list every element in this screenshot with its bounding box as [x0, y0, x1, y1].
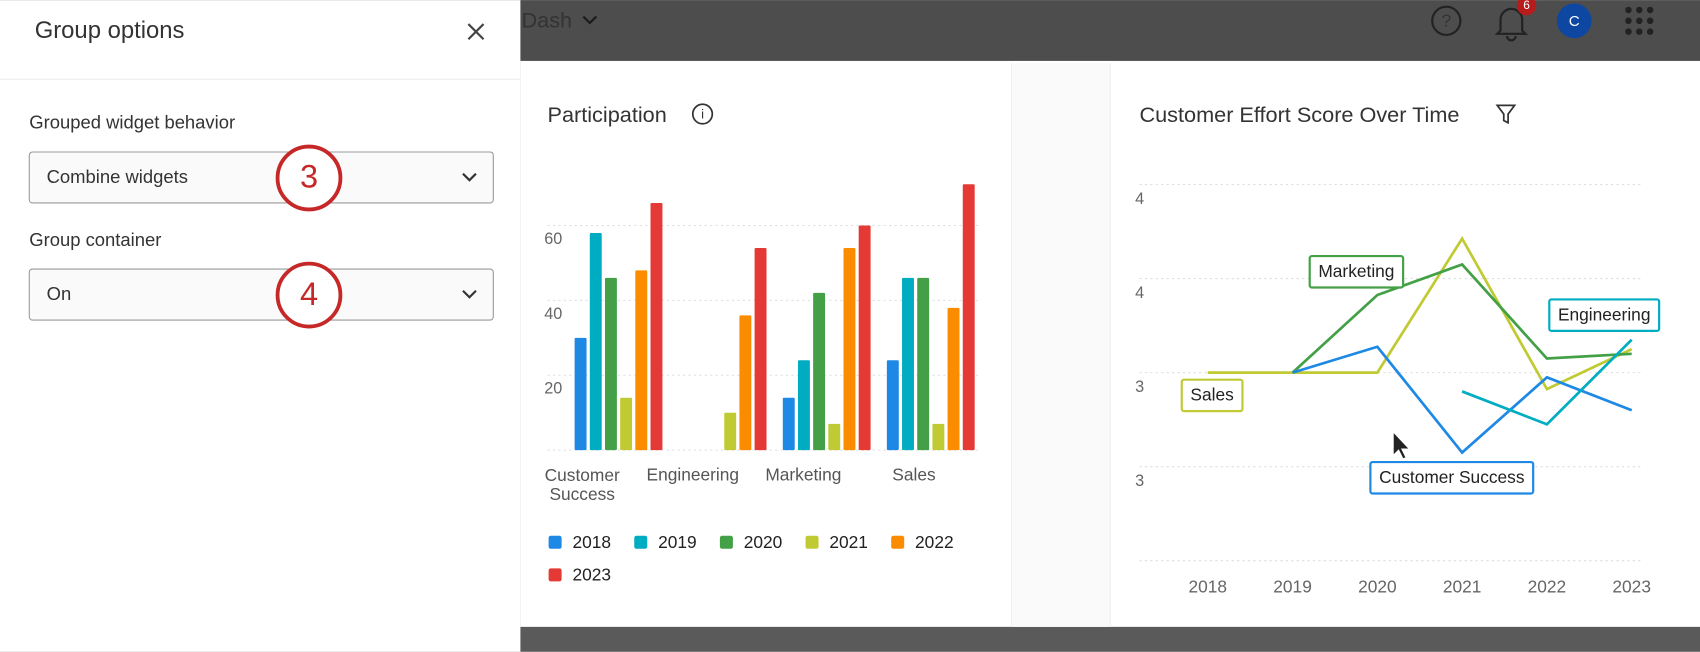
select[interactable] — [28, 268, 494, 321]
y-tick-label: 3 — [1135, 472, 1144, 490]
bar — [886, 360, 899, 451]
side-panel — [0, 0, 521, 652]
bell-icon[interactable] — [1494, 7, 1529, 42]
legend-swatch — [719, 535, 733, 549]
series-label-box — [1548, 298, 1661, 332]
bar — [813, 292, 826, 451]
bar — [932, 423, 945, 451]
top-bar — [520, 0, 1700, 61]
x-tick-label: 2022 — [1528, 576, 1567, 596]
bar-chart: 20 40 60 Customer Success Engineering Marketin… — [544, 184, 982, 584]
field-label: Grouped widget behavior — [29, 112, 235, 133]
select-value: Combine widgets — [47, 166, 188, 187]
bar — [754, 247, 767, 451]
x-tick-label: Sales — [892, 465, 936, 485]
filter-icon[interactable] — [1495, 104, 1517, 125]
bar — [635, 270, 648, 451]
x-tick-label: Marketing — [765, 465, 841, 485]
close-button[interactable] — [467, 23, 485, 41]
apps-icon[interactable] — [1625, 6, 1654, 35]
dashboard-name[interactable]: Dash — [521, 8, 572, 33]
line-series — [1291, 262, 1632, 374]
select[interactable] — [28, 151, 494, 204]
bar — [858, 225, 871, 451]
legend-label: 2021 — [829, 532, 868, 552]
legend-label: 2020 — [744, 532, 783, 552]
x-tick-label: 2023 — [1612, 576, 1651, 596]
y-tick-label: 4 — [1135, 284, 1144, 302]
bar — [604, 277, 617, 451]
step-number: 4 — [300, 276, 318, 312]
series-label-box — [1308, 254, 1405, 289]
bar — [828, 423, 841, 451]
legend-label: 2022 — [915, 532, 954, 552]
legend-label: 2019 — [658, 532, 697, 552]
step-callout — [275, 144, 343, 212]
bar — [962, 184, 975, 451]
bar — [724, 412, 737, 451]
bar — [843, 247, 856, 451]
series-label-box — [1369, 460, 1535, 495]
avatar[interactable] — [1556, 3, 1592, 39]
select-caret — [462, 172, 477, 182]
series-label: Sales — [1190, 385, 1234, 405]
line-chart: 4 4 3 3 2018 2019 2020 2021 2022 2023 Sales Marketi… — [1135, 183, 1661, 596]
chart-title: Customer Effort Score Over Time — [1139, 102, 1459, 127]
cursor — [1392, 430, 1411, 460]
x-tick-label: 2020 — [1358, 576, 1397, 596]
legend-swatch — [891, 535, 905, 549]
panel-title: Group options — [35, 17, 185, 44]
bar — [650, 203, 663, 451]
legend-swatch — [805, 535, 819, 549]
y-tick-label: 3 — [1135, 378, 1144, 396]
x-tick-label: Customer Success — [545, 465, 620, 504]
series-label: Engineering — [1558, 304, 1651, 324]
legend-label: 2018 — [572, 532, 611, 552]
info-icon[interactable] — [691, 103, 714, 125]
bar — [589, 232, 602, 451]
bar — [782, 397, 795, 451]
dropdown-caret — [582, 15, 598, 25]
avatar-letter: C — [1569, 13, 1580, 30]
chart-title: Participation — [548, 102, 667, 127]
gap — [1012, 63, 1111, 627]
series-label: Customer Success — [1379, 467, 1525, 487]
x-tick-label: Engineering — [647, 465, 739, 485]
y-tick-label: 4 — [1135, 190, 1144, 208]
select-caret — [462, 289, 477, 299]
line-series — [1292, 345, 1633, 455]
field-label: Group container — [29, 229, 161, 250]
select-value: On — [47, 283, 72, 304]
step-callout — [275, 261, 343, 329]
badge — [1516, 0, 1537, 16]
bar — [947, 307, 960, 451]
line-series — [1461, 338, 1633, 426]
x-tick-label: 2021 — [1443, 576, 1482, 596]
y-tick-label: 40 — [544, 305, 562, 323]
bar — [917, 277, 930, 451]
bar — [797, 360, 810, 451]
series-label-box — [1180, 378, 1244, 413]
help-glyph: ? — [1441, 10, 1451, 30]
series-label: Marketing — [1318, 261, 1394, 281]
bar — [574, 337, 587, 451]
legend-label: 2023 — [572, 564, 611, 584]
badge-count: 6 — [1523, 0, 1530, 12]
info-glyph: i — [701, 107, 704, 122]
y-tick-label: 20 — [544, 380, 562, 398]
bar — [620, 397, 633, 451]
x-tick-label: 2019 — [1273, 576, 1312, 596]
step-number: 3 — [300, 159, 318, 195]
legend-swatch — [548, 535, 562, 549]
bar — [739, 315, 752, 451]
legend-swatch — [548, 568, 562, 582]
legend-swatch — [634, 535, 648, 549]
help-icon[interactable] — [1431, 5, 1462, 36]
bar — [902, 277, 914, 451]
y-tick-label: 60 — [544, 230, 562, 248]
x-tick-label: 2018 — [1188, 576, 1227, 596]
